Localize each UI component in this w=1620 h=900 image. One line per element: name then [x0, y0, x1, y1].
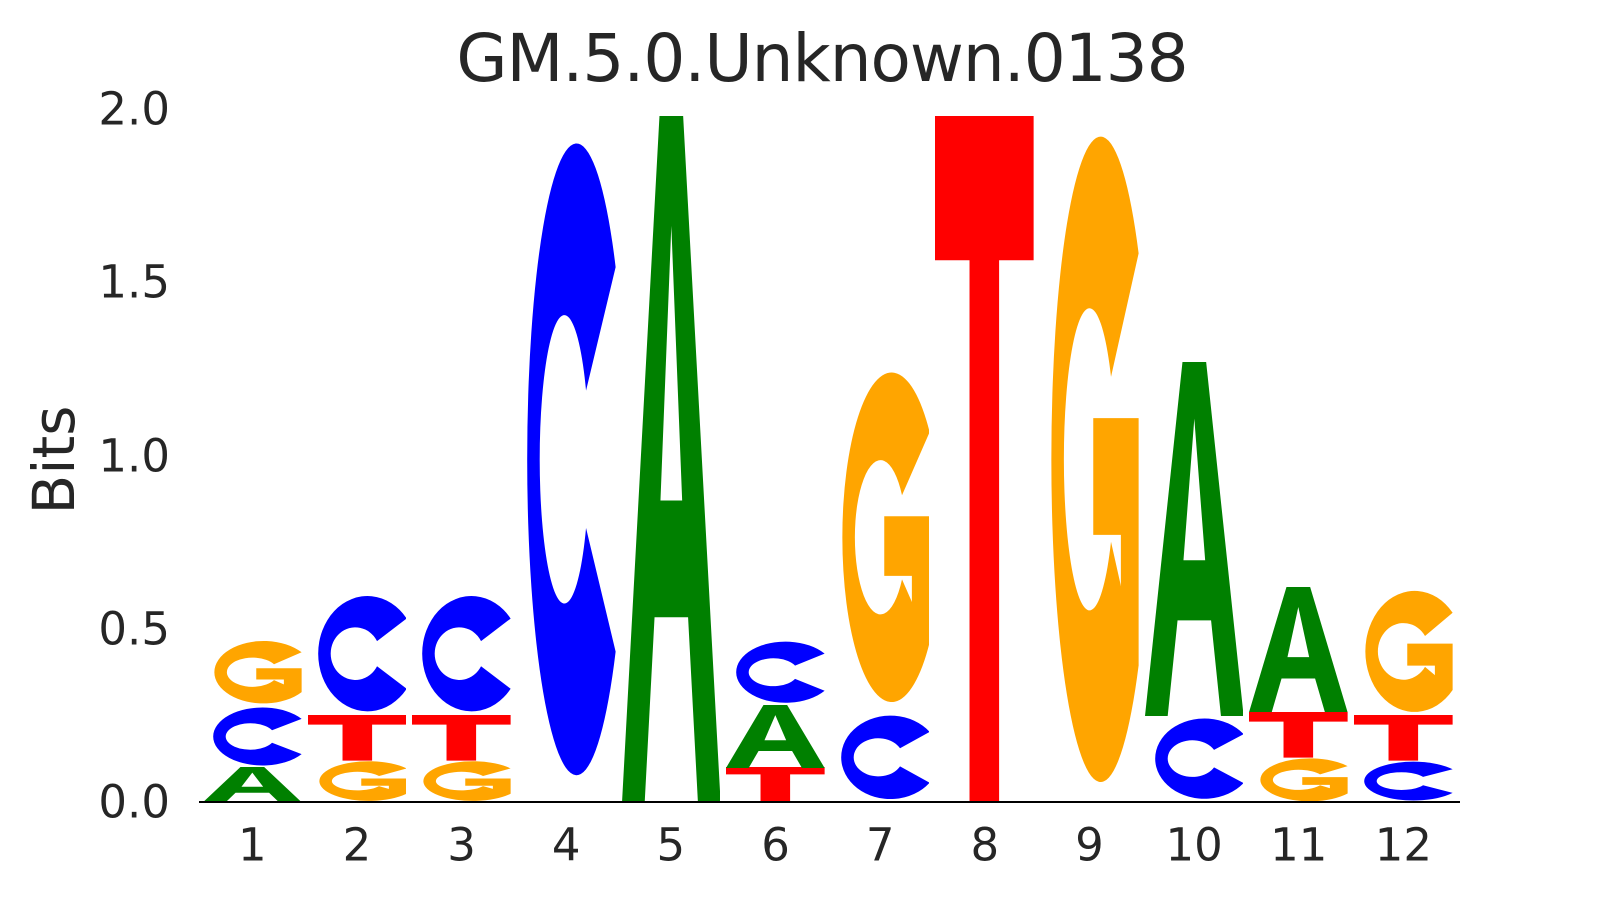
logo-letter-A-pos11 — [1249, 587, 1349, 713]
logo-letter-T-pos12 — [1354, 715, 1453, 762]
logo-column-2 — [305, 0, 410, 802]
logo-column-12 — [1351, 0, 1456, 802]
x-tick-label-4: 4 — [551, 818, 581, 872]
logo-letter-G-pos12 — [1365, 591, 1453, 713]
logo-letter-C-pos1 — [213, 707, 302, 766]
logo-column-10 — [1142, 0, 1247, 802]
x-axis-line — [199, 801, 1460, 803]
y-tick-label-1.5: 1.5 — [98, 255, 170, 309]
logo-letter-G-pos7 — [842, 372, 930, 702]
logo-column-7 — [828, 0, 933, 802]
logo-letter-G-pos2 — [318, 761, 407, 802]
x-tick-label-10: 10 — [1165, 818, 1223, 872]
x-tick-label-11: 11 — [1270, 818, 1328, 872]
logo-letter-C-pos12 — [1364, 762, 1453, 801]
logo-letter-A-pos10 — [1144, 361, 1244, 716]
logo-letter-C-pos6 — [736, 641, 825, 703]
logo-letter-C-pos10 — [1154, 718, 1244, 800]
y-tick-label-0.5: 0.5 — [98, 602, 170, 656]
y-tick-label-1.0: 1.0 — [98, 429, 170, 482]
logo-letter-T-pos11 — [1249, 711, 1349, 758]
logo-letter-G-pos3 — [423, 761, 511, 802]
logo-letter-T-pos3 — [412, 715, 511, 762]
logo-letter-T-pos8 — [935, 115, 1035, 803]
logo-letter-G-pos9 — [1051, 136, 1139, 782]
x-tick-label-12: 12 — [1374, 818, 1432, 872]
logo-column-3 — [409, 0, 514, 802]
logo-letter-A-pos6 — [726, 704, 825, 768]
x-tick-label-9: 9 — [1075, 818, 1104, 872]
logo-letter-C-pos4 — [527, 143, 616, 776]
x-tick-label-1: 1 — [237, 818, 267, 872]
chart-title: GM.5.0.Unknown.0138 — [456, 20, 1188, 97]
logo-letter-G-pos1 — [214, 641, 302, 704]
logo-column-5 — [619, 0, 724, 803]
logo-letter-C-pos3 — [422, 595, 511, 711]
logo-column-9 — [1037, 0, 1142, 802]
logo-letter-A-pos5 — [621, 115, 721, 803]
x-tick-label-3: 3 — [447, 818, 476, 872]
logo-letter-A-pos1 — [203, 767, 302, 803]
y-tick-label-0.0: 0.0 — [98, 775, 170, 829]
y-tick-label-2.0: 2.0 — [98, 82, 170, 136]
logo-letter-T-pos2 — [307, 715, 407, 762]
x-tick-label-2: 2 — [342, 818, 372, 872]
logo-column-11 — [1246, 0, 1351, 802]
x-tick-label-6: 6 — [761, 818, 790, 872]
logo-column-6 — [723, 0, 828, 803]
logo-column-1 — [200, 0, 305, 803]
logo-letter-T-pos6 — [726, 767, 825, 803]
logo-letter-G-pos11 — [1260, 758, 1349, 802]
logo-column-8 — [932, 0, 1037, 803]
logo-letter-C-pos2 — [317, 595, 407, 711]
x-tick-label-5: 5 — [656, 818, 686, 872]
logo-letter-C-pos7 — [841, 715, 930, 799]
x-tick-label-8: 8 — [970, 818, 1000, 872]
logo-column-4 — [514, 0, 619, 802]
x-tick-label-7: 7 — [865, 818, 895, 872]
